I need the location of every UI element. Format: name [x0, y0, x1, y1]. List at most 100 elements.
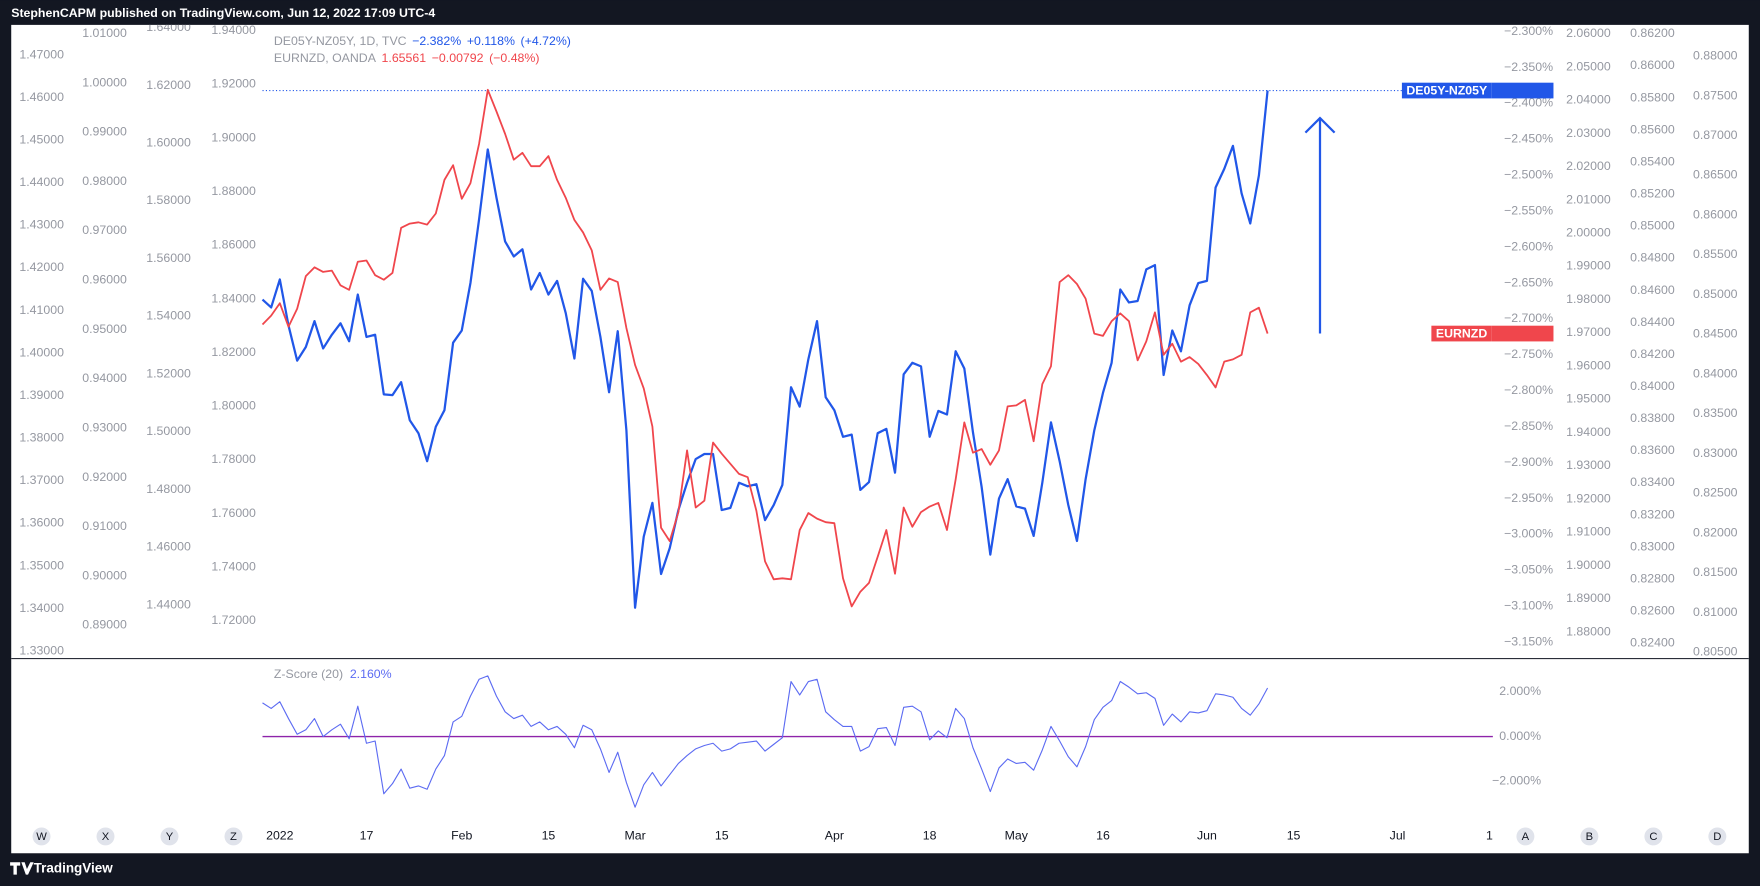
z-tick-label: 0.000% — [1499, 729, 1541, 743]
extra-axis-tick-label: 1.46000 — [146, 540, 191, 554]
extra-axis-tick-label: 1.86000 — [211, 238, 256, 252]
extra-axis-tick-label: 0.82500 — [1693, 486, 1738, 500]
extra-axis-tick-label: 0.87000 — [1693, 128, 1738, 142]
extra-axis-tick-label: 2.01000 — [1566, 192, 1611, 206]
y2-tick-label: −2.850% — [1504, 419, 1553, 433]
extra-axis-tick-label: 1.93000 — [1566, 458, 1611, 472]
toolbar-button[interactable] — [32, 827, 51, 846]
y2-tick-label: −2.500% — [1504, 168, 1553, 182]
extra-axis-tick-label: 1.36000 — [19, 516, 64, 530]
y2-tick-label: −2.950% — [1504, 491, 1553, 505]
z-tick-label: 2.000% — [1499, 684, 1541, 698]
extra-axis-tick-label: 1.38000 — [19, 431, 64, 445]
extra-axis-tick-label: 1.60000 — [146, 136, 191, 150]
main-pane — [261, 88, 1402, 609]
y2-tick-label: −2.600% — [1504, 239, 1553, 253]
legend-change-label: −0.00792 — [432, 51, 484, 65]
extra-axis-tick-label: 0.83000 — [1693, 446, 1738, 460]
y2-tick-label: −2.400% — [1504, 96, 1553, 110]
toolbar-button[interactable] — [160, 827, 179, 846]
extra-axis-tick-label: 0.87500 — [1693, 88, 1738, 102]
toolbar-button-label[interactable]: Z — [230, 831, 237, 843]
x-tick-label: Mar — [624, 829, 645, 843]
legend-last-label: 1.65561 — [382, 51, 427, 65]
extra-axis-tick-label: 0.81500 — [1693, 565, 1738, 579]
extra-axis-tick-label: 0.85000 — [1630, 219, 1675, 233]
extra-axis-tick-label: 1.43000 — [19, 218, 64, 232]
toolbar-button[interactable] — [96, 827, 115, 846]
extra-axis-tick-label: 1.90000 — [1566, 558, 1611, 572]
extra-axis-tick-label: 0.96000 — [82, 273, 127, 287]
extra-axis-tick-label: 0.85200 — [1630, 187, 1675, 201]
y2-tick-label: −2.650% — [1504, 275, 1553, 289]
extra-axis-tick-label: 1.54000 — [146, 309, 191, 323]
extra-axis-tick-label: 1.82000 — [211, 345, 256, 359]
extra-axis-tick-label: 0.97000 — [82, 223, 127, 237]
extra-axis-tick-label: 0.86500 — [1693, 168, 1738, 182]
x-tick-label: Apr — [825, 829, 844, 843]
extra-axis-tick-label: 1.34000 — [19, 601, 64, 615]
extra-axis-tick-label: 2.04000 — [1566, 93, 1611, 107]
toolbar-button[interactable] — [1516, 827, 1535, 846]
extra-axis-tick-label: 0.81000 — [1693, 605, 1738, 619]
overlay: −2.382% DE05Y-NZ05Y DE05Y-NZ05Y, 1D, TVC −2… — [274, 34, 1554, 342]
x-tick-label: 2022 — [266, 829, 294, 843]
extra-axis-tick-label: 1.92000 — [211, 77, 256, 91]
extra-axis-tick-label: 1.84000 — [211, 291, 256, 305]
y2-tick-label: −2.550% — [1504, 203, 1553, 217]
extra-axis-tick-label: 0.88000 — [1693, 49, 1738, 63]
extra-axis-tick-label: 0.82800 — [1630, 571, 1675, 585]
extra-axis-tick-label: 1.64000 — [146, 20, 191, 34]
x-tick-label: 15 — [1287, 829, 1301, 843]
extra-axis-tick-label: 1.39000 — [19, 388, 64, 402]
y2-tick-label: −2.800% — [1504, 383, 1553, 397]
extra-axis-tick-label: 1.58000 — [146, 193, 191, 207]
price-name-box — [1401, 82, 1492, 99]
extra-axis-tick-label: 2.06000 — [1566, 26, 1611, 40]
extra-axis-tick-label: 1.37000 — [19, 473, 64, 487]
extra-axis-tick-label: 0.83000 — [1630, 539, 1675, 553]
legend-change-label: +0.118% — [467, 34, 515, 48]
toolbar-button-label[interactable]: A — [1522, 831, 1530, 843]
y2-tick-label: −2.350% — [1504, 60, 1553, 74]
extra-axis-tick-label: 1.42000 — [19, 260, 64, 274]
y2-tick-label: −3.000% — [1504, 527, 1553, 541]
legend-last-label: −2.382% — [412, 34, 461, 48]
extra-axis-tick-label: 0.98000 — [82, 174, 127, 188]
toolbar-button-label[interactable]: W — [36, 831, 47, 843]
extra-axis-tick-label: 1.41000 — [19, 303, 64, 317]
toolbar-button[interactable] — [1708, 827, 1727, 846]
y2-tick-label: −3.150% — [1504, 634, 1553, 648]
extra-axis-tick-label: 0.82400 — [1630, 636, 1675, 650]
extra-axis-tick-label: 1.44000 — [146, 597, 191, 611]
extra-axis-tick-label: 1.96000 — [1566, 358, 1611, 372]
extra-axis-tick-label: 0.83200 — [1630, 507, 1675, 521]
z-tick-label: −2.000% — [1492, 774, 1541, 788]
toolbar-button-label[interactable]: Y — [166, 831, 174, 843]
extra-axis-tick-label: 0.94000 — [82, 371, 127, 385]
y2-tick-label: −3.100% — [1504, 599, 1553, 613]
extra-axis-tick-label: 0.89000 — [82, 618, 127, 632]
toolbar-button-label[interactable]: B — [1586, 831, 1593, 843]
price-name-label: EURNZD — [1436, 326, 1487, 340]
price-value-box — [1491, 82, 1554, 99]
x-tick-label: Feb — [451, 829, 472, 843]
extra-axis-tick-label: 0.83600 — [1630, 443, 1675, 457]
toolbar-button[interactable] — [1644, 827, 1663, 846]
toolbar-button-label[interactable]: D — [1713, 831, 1721, 843]
y2-tick-label: −2.900% — [1504, 455, 1553, 469]
toolbar-button[interactable] — [1580, 827, 1599, 846]
extra-axis-tick-label: 0.86000 — [1630, 58, 1675, 72]
logo-icon — [10, 862, 34, 875]
toolbar-button-label[interactable]: C — [1649, 831, 1657, 843]
extra-axis-tick-label: 1.56000 — [146, 251, 191, 265]
extra-axis-tick-label: 1.48000 — [146, 482, 191, 496]
x-tick-label: Jun — [1197, 829, 1217, 843]
x-tick-label: May — [1005, 829, 1029, 843]
extra-axis-tick-label: 1.45000 — [19, 133, 64, 147]
extra-axis-tick-label: 1.95000 — [1566, 392, 1611, 406]
toolbar-button[interactable] — [224, 827, 243, 846]
toolbar-button-label[interactable]: X — [102, 831, 110, 843]
y2-tick-label: −3.050% — [1504, 563, 1553, 577]
extra-axis-tick-label: 1.97000 — [1566, 325, 1611, 339]
